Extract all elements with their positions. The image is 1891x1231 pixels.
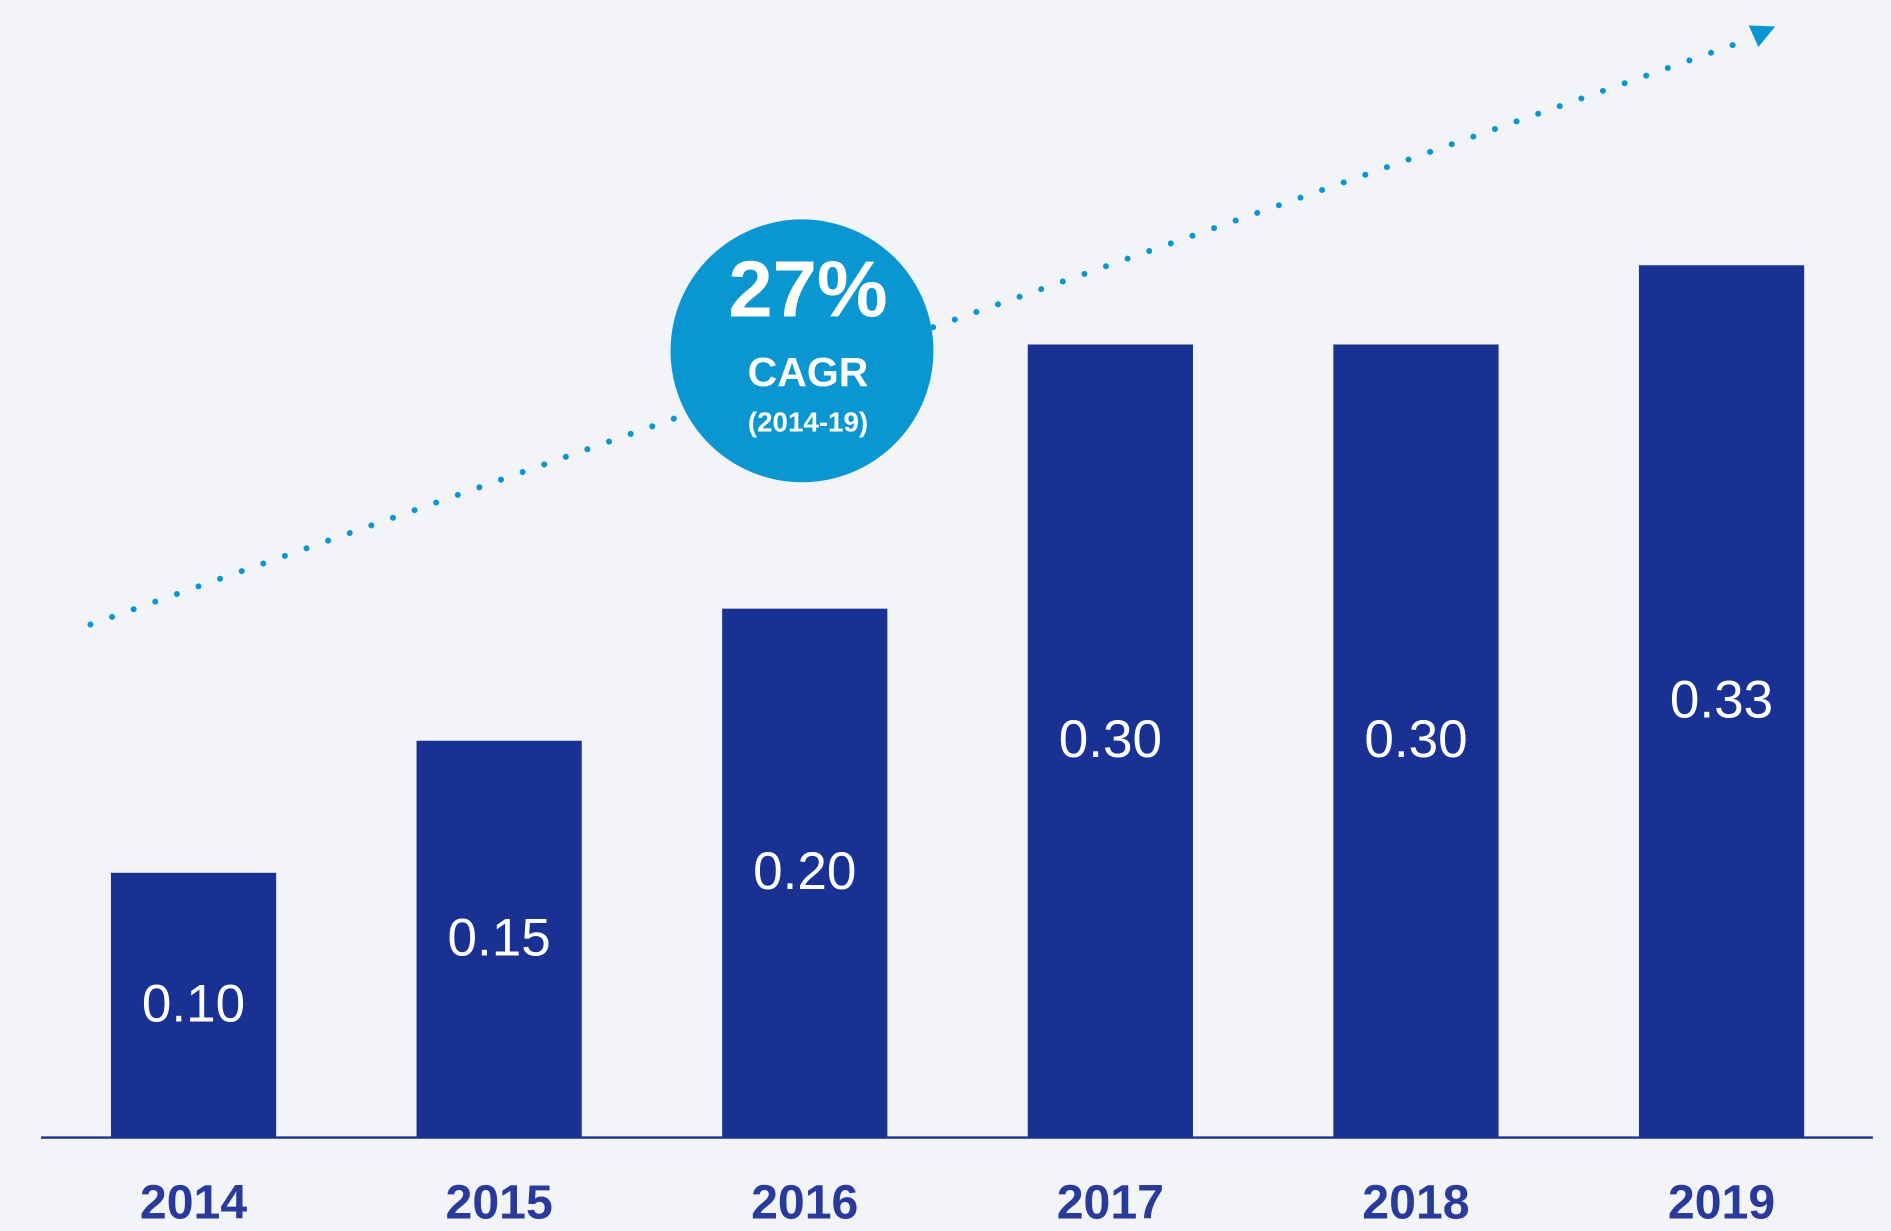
bar [110,872,277,1137]
value-label: 0.10 [142,974,245,1033]
bar [1638,265,1805,1137]
cagr-badge [670,219,934,483]
value-label: 0.15 [448,908,551,967]
trend-line [87,35,1755,628]
x-tick-label: 2014 [140,1175,247,1229]
x-tick-label: 2016 [751,1175,858,1229]
value-label: 0.30 [1364,710,1467,769]
bar [1333,344,1499,1137]
x-tick-label: 2018 [1362,1175,1469,1229]
cagr-period: (2014-19) [748,407,868,438]
value-label: 0.30 [1059,710,1162,769]
value-label: 0.33 [1670,671,1773,730]
cagr-label: CAGR [748,349,869,395]
value-label: 0.20 [753,842,856,901]
x-tick-label: 2015 [446,1175,553,1229]
x-tick-label: 2017 [1057,1175,1164,1229]
bar [416,740,582,1137]
bar [1027,344,1193,1137]
bars [110,265,1805,1137]
bar [722,608,888,1137]
cagr-value: 27% [728,244,887,333]
trend-arrow [1748,25,1776,48]
x-tick-label: 2019 [1668,1175,1775,1229]
